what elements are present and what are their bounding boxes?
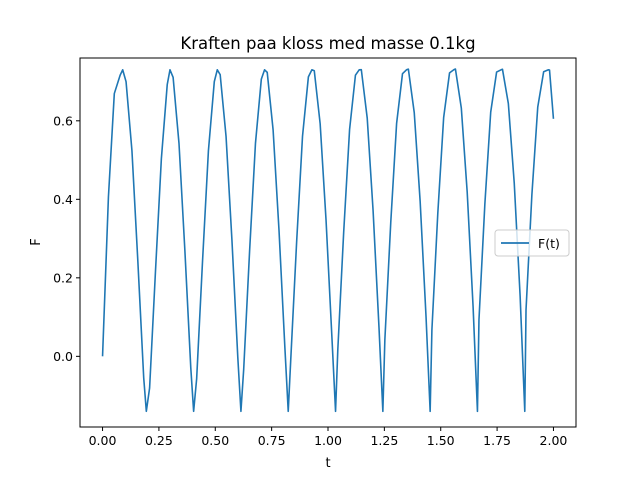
y-axis-ticks: 0.0 0.2 0.4 0.6 — [53, 113, 80, 364]
x-axis-label: t — [325, 456, 330, 471]
y-tick-label: 0.4 — [53, 192, 73, 207]
x-tick-label: 1.25 — [370, 433, 398, 448]
legend-box — [494, 229, 570, 257]
y-tick-label: 0.0 — [53, 349, 73, 364]
y-axis-label: F — [29, 238, 44, 245]
x-axis-ticks: 0.00 0.25 0.50 0.75 1.00 1.25 1.50 1.75 2.00 — [89, 427, 568, 448]
x-tick-label: 0.75 — [258, 433, 286, 448]
x-tick-label: 1.50 — [427, 433, 455, 448]
x-tick-label: 1.75 — [483, 433, 511, 448]
chart-title: Kraften paa kloss med masse 0.1kg — [180, 34, 475, 53]
series-line-0 — [101, 68, 555, 413]
x-tick-label: 1.00 — [314, 433, 342, 448]
x-tick-label: 0.50 — [201, 433, 229, 448]
x-tick-label: 0.00 — [89, 433, 117, 448]
x-tick-label: 2.00 — [540, 433, 568, 448]
series-layer — [101, 68, 555, 413]
plot-area-frame — [79, 57, 577, 428]
legend: F(t) — [494, 229, 570, 257]
y-tick-label: 0.2 — [53, 270, 73, 285]
y-tick-label: 0.6 — [53, 113, 73, 128]
x-tick-label: 0.25 — [145, 433, 173, 448]
legend-label: F(t) — [538, 236, 560, 251]
